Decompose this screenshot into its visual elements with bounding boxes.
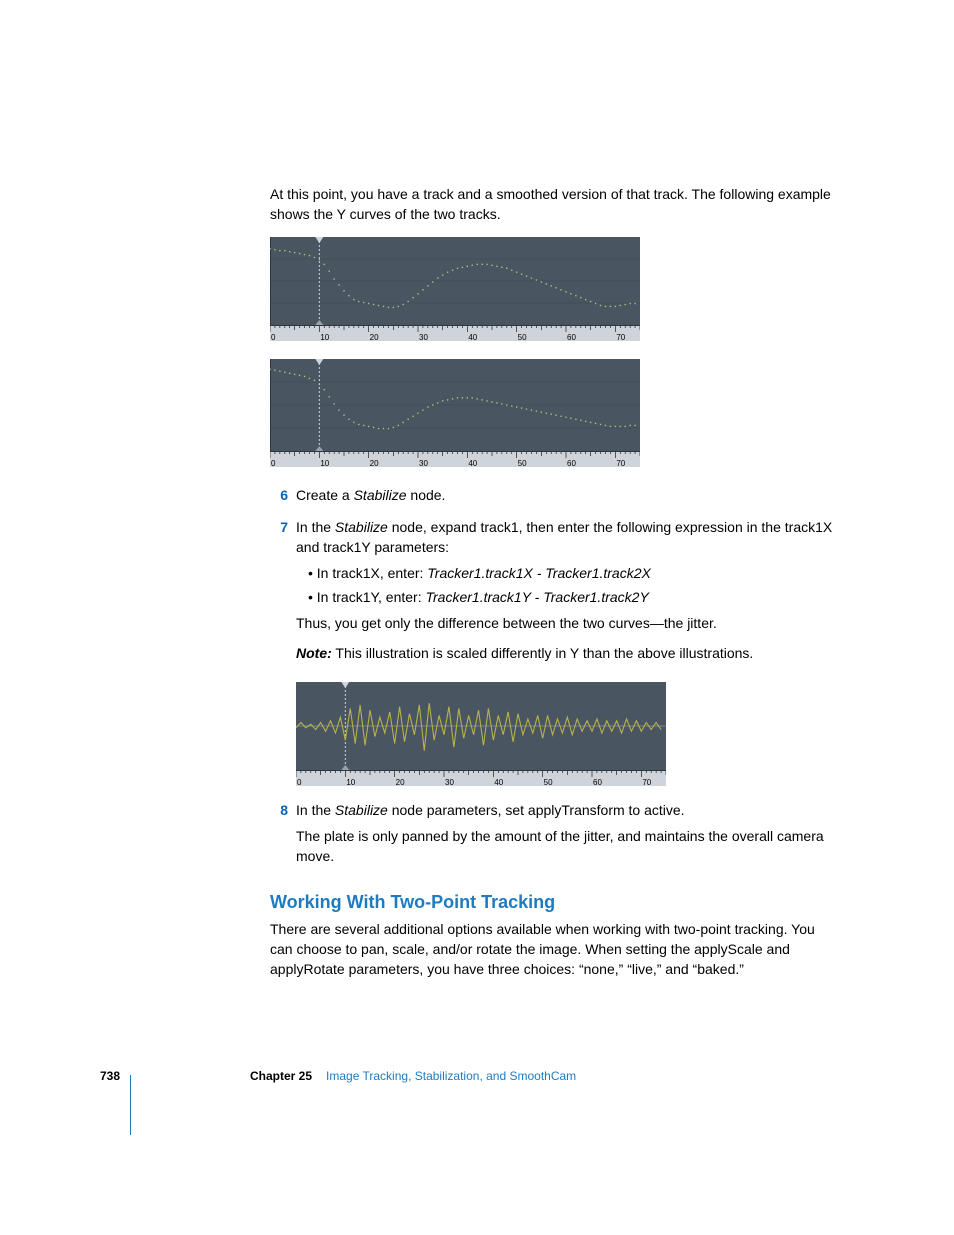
- text: In the: [296, 802, 335, 818]
- step-number: 7: [270, 517, 288, 537]
- svg-text:20: 20: [396, 778, 405, 786]
- svg-text:70: 70: [616, 333, 625, 341]
- text: node parameters, set applyTransform to a…: [388, 802, 685, 818]
- text: node.: [407, 487, 446, 503]
- svg-text:40: 40: [468, 333, 477, 341]
- step-6: 6 Create a Stabilize node.: [270, 485, 834, 511]
- expression: Tracker1.track1X - Tracker1.track2X: [427, 565, 651, 581]
- page-number: 738: [100, 1068, 250, 1085]
- term-stabilize: Stabilize: [335, 519, 388, 535]
- svg-text:30: 30: [419, 459, 428, 467]
- footer-rule: [130, 1075, 131, 1135]
- svg-text:0: 0: [297, 778, 302, 786]
- section-heading: Working With Two-Point Tracking: [270, 889, 834, 915]
- svg-text:50: 50: [518, 459, 527, 467]
- result-text: Thus, you get only the difference betwee…: [296, 613, 834, 633]
- step-7: 7 In the Stabilize node, expand track1, …: [270, 517, 834, 674]
- step-number: 6: [270, 485, 288, 505]
- bullet-track1x: In track1X, enter: Tracker1.track1X - Tr…: [308, 563, 834, 583]
- svg-text:20: 20: [370, 333, 379, 341]
- svg-text:50: 50: [518, 333, 527, 341]
- svg-text:10: 10: [346, 778, 355, 786]
- chapter-label: Chapter 25: [250, 1068, 312, 1085]
- term-stabilize: Stabilize: [335, 802, 388, 818]
- svg-text:40: 40: [494, 778, 503, 786]
- svg-text:60: 60: [567, 459, 576, 467]
- chart-1: 0 10 20 30 40 50 60 70: [270, 237, 834, 341]
- term-stabilize: Stabilize: [354, 487, 407, 503]
- note-text: This illustration is scaled differently …: [332, 645, 754, 661]
- result-text: The plate is only panned by the amount o…: [296, 826, 834, 867]
- svg-text:60: 60: [567, 333, 576, 341]
- text: In the: [296, 519, 335, 535]
- text: In track1Y, enter:: [317, 589, 426, 605]
- chapter-title: Image Tracking, Stabilization, and Smoot…: [326, 1068, 576, 1085]
- svg-text:0: 0: [271, 459, 276, 467]
- svg-text:40: 40: [468, 459, 477, 467]
- svg-text:10: 10: [320, 333, 329, 341]
- svg-text:20: 20: [370, 459, 379, 467]
- svg-text:60: 60: [593, 778, 602, 786]
- step-body: In the Stabilize node parameters, set ap…: [296, 800, 834, 873]
- step-body: Create a Stabilize node.: [296, 485, 834, 511]
- svg-text:0: 0: [271, 333, 276, 341]
- page: At this point, you have a track and a sm…: [0, 0, 954, 1235]
- bullet-track1y: In track1Y, enter: Tracker1.track1Y - Tr…: [308, 587, 834, 607]
- note-label: Note:: [296, 645, 332, 661]
- svg-text:50: 50: [544, 778, 553, 786]
- step-8: 8 In the Stabilize node parameters, set …: [270, 800, 834, 873]
- step-number: 8: [270, 800, 288, 820]
- svg-text:70: 70: [616, 459, 625, 467]
- sub-bullets: In track1X, enter: Tracker1.track1X - Tr…: [308, 563, 834, 607]
- chart-2: 0 10 20 30 40 50 60 70: [270, 359, 834, 467]
- section-body: There are several additional options ava…: [270, 919, 834, 980]
- svg-text:70: 70: [642, 778, 651, 786]
- text: Create a: [296, 487, 354, 503]
- note: Note: This illustration is scaled differ…: [296, 643, 834, 663]
- chart-3: 0 10 20 30 40 50 60 70: [296, 682, 834, 786]
- intro-paragraph: At this point, you have a track and a sm…: [270, 184, 834, 225]
- svg-text:30: 30: [419, 333, 428, 341]
- svg-text:30: 30: [445, 778, 454, 786]
- svg-text:10: 10: [320, 459, 329, 467]
- expression: Tracker1.track1Y - Tracker1.track2Y: [426, 589, 649, 605]
- text: In track1X, enter:: [317, 565, 428, 581]
- step-body: In the Stabilize node, expand track1, th…: [296, 517, 834, 674]
- page-footer: 738 Chapter 25 Image Tracking, Stabiliza…: [100, 1068, 834, 1085]
